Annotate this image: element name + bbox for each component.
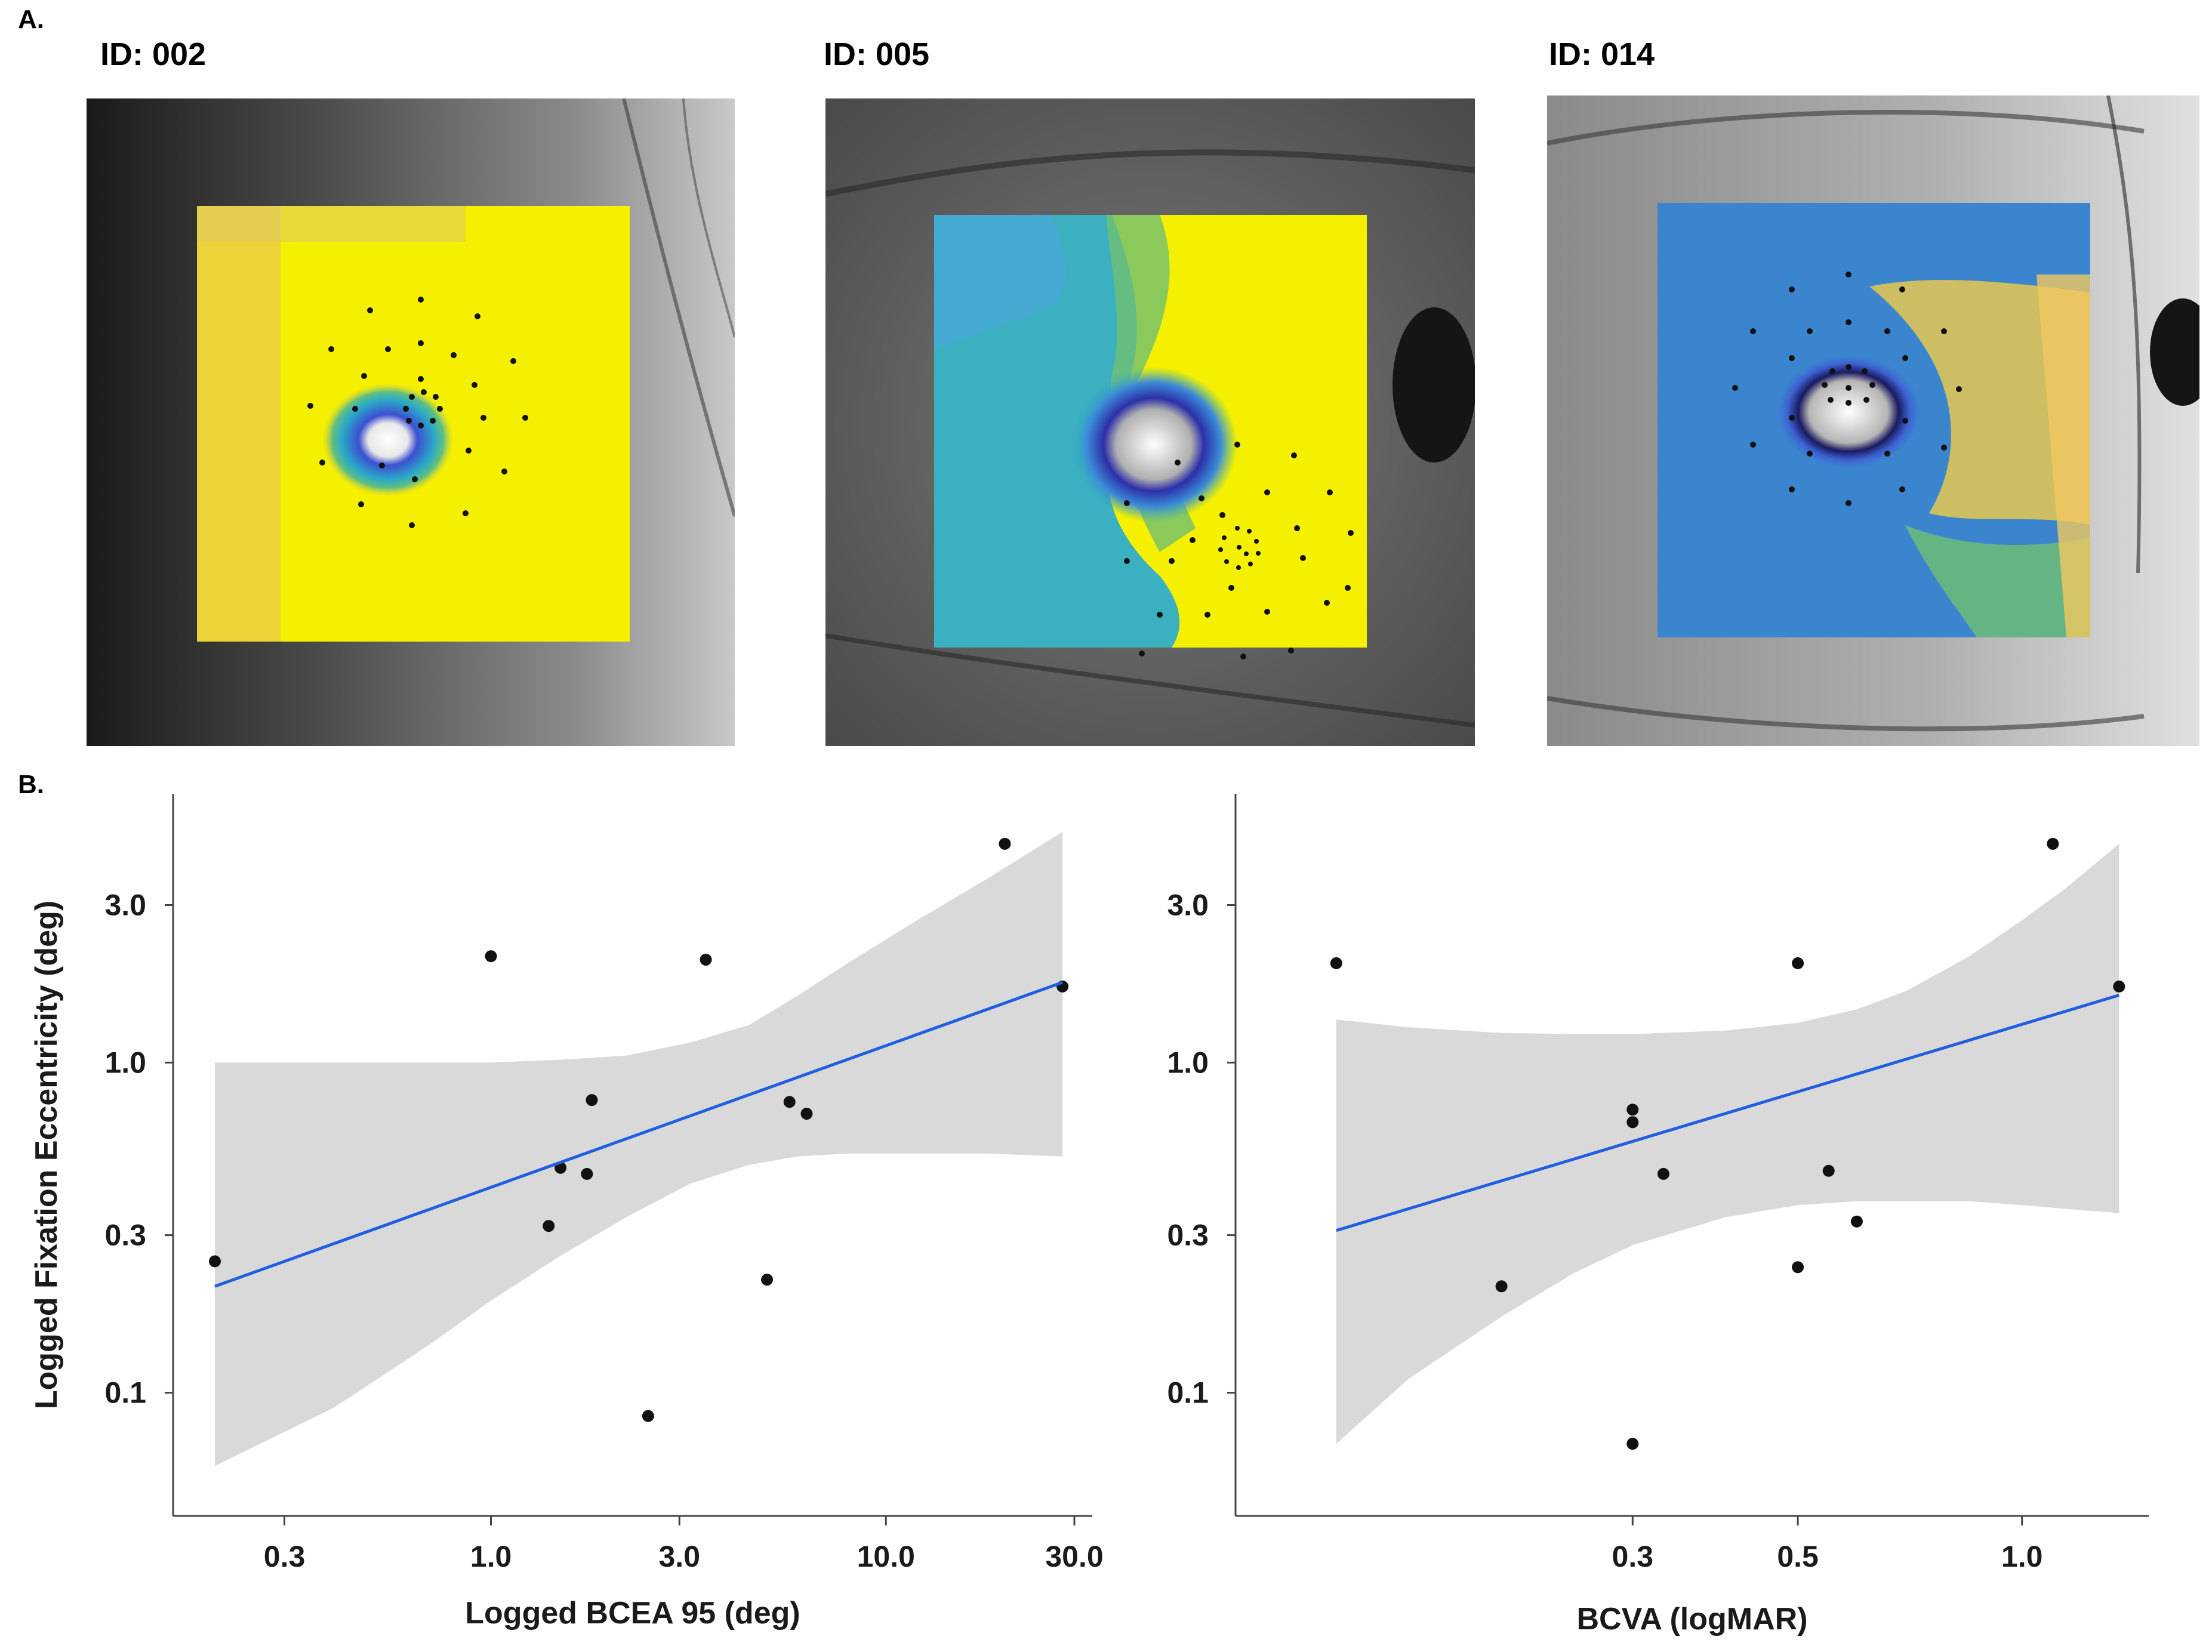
chart1-y-axis-label: Logged Fixation Eccentricity (deg) bbox=[29, 901, 64, 1409]
chart2-data-point bbox=[1792, 957, 1804, 969]
chart1-fit-line bbox=[214, 981, 1064, 1288]
chart2-x-tick-label: 1.0 bbox=[2001, 1540, 2043, 1573]
chart1-x-tick-label: 0.3 bbox=[264, 1540, 306, 1573]
chart1-x-tick-label: 3.0 bbox=[659, 1540, 701, 1573]
image-id-label-2: ID: 005 bbox=[824, 36, 930, 72]
chart1-data-point bbox=[543, 1220, 555, 1232]
chart1-x-tick-label: 30.0 bbox=[1045, 1540, 1103, 1573]
chart2-x-axis-label: BCVA (logMAR) bbox=[1576, 1602, 1807, 1636]
panel-a-label: A. bbox=[18, 5, 44, 34]
chart1-data-point bbox=[485, 950, 497, 963]
chart2-data-point bbox=[1792, 1261, 1804, 1274]
chart1-x-axis-label: Logged BCEA 95 (deg) bbox=[465, 1596, 800, 1631]
chart2-y-tick-label: 0.1 bbox=[1167, 1376, 1209, 1409]
chart2-ci-band bbox=[1336, 843, 2119, 1444]
chart2-data-point bbox=[1495, 1280, 1508, 1293]
chart1-data-point bbox=[800, 1108, 813, 1120]
chart1-data-point bbox=[761, 1274, 774, 1286]
chart2-x-tick-label: 0.5 bbox=[1777, 1540, 1819, 1573]
chart1-data-point bbox=[999, 837, 1011, 850]
chart2-data-point bbox=[1626, 1116, 1639, 1129]
chart2-data-point bbox=[1626, 1104, 1639, 1116]
chart1-y-tick-label: 3.0 bbox=[104, 889, 146, 922]
chart2-data-point bbox=[1626, 1438, 1639, 1450]
chart-bcea-vs-eccentricity: 0.3 1.0 3.0 10.0 30.0 0.1 0.3 1.0 3.0 Logged BC… bbox=[29, 794, 1104, 1631]
chart-bcva-vs-eccentricity: 0.3 0.5 1.0 0.1 0.3 1.0 3.0 BCVA (logMAR) bbox=[1167, 794, 2149, 1636]
chart1-x-tick-label: 1.0 bbox=[470, 1540, 512, 1573]
chart1-y-tick-label: 1.0 bbox=[104, 1046, 146, 1079]
chart1-data-point bbox=[783, 1096, 796, 1108]
chart2-data-point bbox=[1850, 1215, 1863, 1228]
retina-image-014 bbox=[1547, 95, 2199, 746]
chart2-data-point bbox=[1822, 1164, 1835, 1177]
chart1-data-point bbox=[700, 953, 712, 966]
image-id-label-3: ID: 014 bbox=[1549, 36, 1655, 72]
retina-image-002 bbox=[87, 98, 735, 746]
chart2-data-point bbox=[2113, 980, 2125, 993]
chart1-data-point bbox=[642, 1410, 654, 1422]
chart1-data-point bbox=[581, 1167, 593, 1180]
chart2-x-tick-label: 0.3 bbox=[1612, 1540, 1654, 1573]
chart2-data-point bbox=[2047, 837, 2059, 850]
chart2-fit-line bbox=[1336, 994, 2120, 1232]
chart1-ci-band bbox=[215, 831, 1063, 1466]
chart1-y-tick-label: 0.3 bbox=[104, 1219, 146, 1252]
panel-b-label: B. bbox=[18, 770, 44, 799]
chart1-data-point bbox=[209, 1255, 221, 1268]
chart1-x-tick-label: 10.0 bbox=[857, 1540, 915, 1573]
chart2-y-tick-label: 3.0 bbox=[1167, 889, 1209, 922]
retina-image-005 bbox=[825, 98, 1475, 746]
chart2-data-point bbox=[1657, 1167, 1669, 1180]
chart2-y-tick-label: 0.3 bbox=[1167, 1219, 1209, 1252]
chart2-y-tick-label: 1.0 bbox=[1167, 1046, 1209, 1079]
chart2-data-point bbox=[1330, 957, 1342, 969]
chart1-y-tick-label: 0.1 bbox=[104, 1376, 146, 1409]
image-id-label-1: ID: 002 bbox=[100, 36, 207, 72]
chart1-data-point bbox=[586, 1094, 598, 1107]
